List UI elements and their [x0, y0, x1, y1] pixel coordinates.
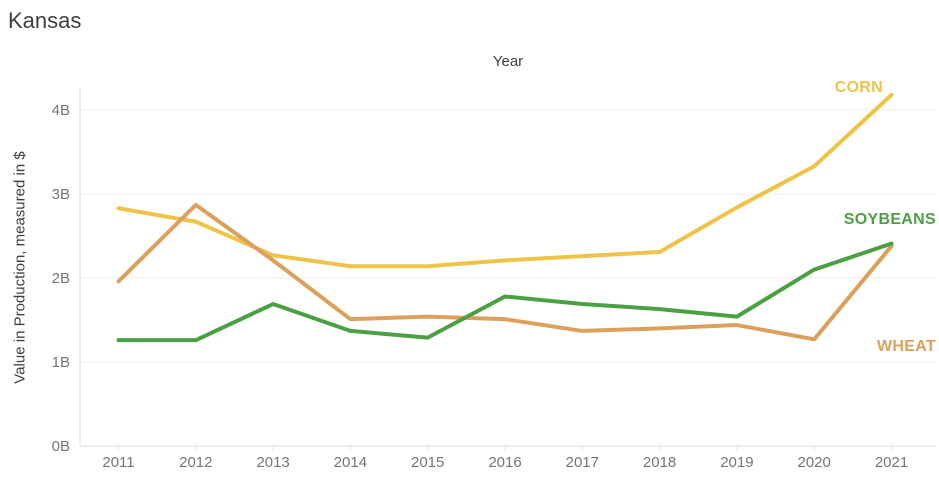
- y-tick-label: 1B: [52, 354, 70, 371]
- y-tick-label: 0B: [52, 438, 70, 455]
- series-label-wheat: WHEAT: [877, 338, 936, 355]
- series-label-soybeans: SOYBEANS: [843, 211, 936, 228]
- y-tick-label: 4B: [52, 102, 70, 119]
- x-tick-label: 2017: [566, 454, 599, 471]
- x-axis-title: Year: [492, 53, 524, 70]
- y-tick-label: 3B: [52, 186, 70, 203]
- series-line-soybeans: [116, 241, 894, 343]
- series-line-corn: [116, 92, 894, 269]
- x-tick-label: 2013: [256, 454, 289, 471]
- x-tick-label: 2018: [643, 454, 676, 471]
- x-tick-label: 2015: [411, 454, 444, 471]
- x-tick-label: 2011: [102, 454, 134, 471]
- page-title: Kansas: [8, 8, 82, 33]
- x-tick-label: 2012: [179, 454, 212, 471]
- x-tick-label: 2020: [798, 454, 831, 471]
- y-tick-label: 2B: [52, 270, 70, 287]
- x-tick-label: 2016: [488, 454, 521, 471]
- series-label-corn: CORN: [834, 79, 883, 96]
- x-tick-label: 2019: [720, 454, 753, 471]
- x-tick-label: 2021: [875, 454, 908, 471]
- x-tick-label: 2014: [334, 454, 367, 471]
- series-line-wheat: [116, 202, 894, 342]
